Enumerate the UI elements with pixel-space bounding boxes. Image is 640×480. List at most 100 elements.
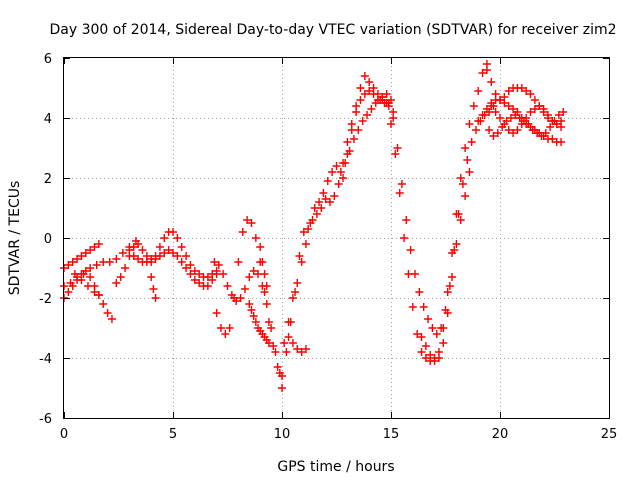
data-point <box>125 246 134 254</box>
data-point <box>173 252 182 260</box>
data-point <box>186 270 195 278</box>
data-point <box>155 252 164 260</box>
data-point <box>384 99 393 107</box>
data-point <box>336 168 345 176</box>
data-point <box>530 96 539 104</box>
data-point <box>260 288 269 296</box>
series-track-4 <box>70 270 103 299</box>
data-point <box>134 240 143 248</box>
plot-frame <box>63 57 610 419</box>
data-point <box>352 102 361 110</box>
series-track-14 <box>284 333 310 356</box>
data-point <box>293 279 302 287</box>
data-point <box>426 351 435 359</box>
series-track-12 <box>278 87 395 380</box>
data-point <box>509 129 518 137</box>
data-point <box>513 126 522 134</box>
data-point <box>408 303 417 311</box>
series-track-1 <box>60 240 103 272</box>
data-point <box>245 300 254 308</box>
data-point <box>548 117 557 125</box>
data-point <box>177 258 186 266</box>
data-point <box>129 252 138 260</box>
data-point <box>369 84 378 92</box>
data-point <box>81 249 90 257</box>
data-point <box>160 234 169 242</box>
data-point <box>247 219 256 227</box>
data-point <box>413 330 422 338</box>
data-point <box>304 225 313 233</box>
data-point <box>103 309 112 317</box>
data-point <box>260 270 269 278</box>
data-point <box>221 330 230 338</box>
data-point <box>262 282 271 290</box>
data-point <box>94 240 103 248</box>
data-point <box>430 357 439 365</box>
data-point <box>389 114 398 122</box>
x-axis-label: GPS time / hours <box>277 459 394 475</box>
data-point <box>358 117 367 125</box>
data-point <box>160 249 169 257</box>
data-point <box>482 66 491 74</box>
data-point <box>77 276 86 284</box>
data-point <box>417 333 426 341</box>
data-point <box>64 261 73 269</box>
data-point <box>70 270 79 278</box>
data-point <box>299 228 308 236</box>
series-track-7 <box>147 273 160 302</box>
data-point <box>92 261 101 269</box>
data-point <box>517 84 526 92</box>
data-point <box>373 90 382 98</box>
data-point <box>219 270 228 278</box>
data-point <box>269 342 278 350</box>
data-point <box>365 78 374 86</box>
data-point <box>68 258 77 266</box>
data-point <box>195 270 204 278</box>
data-point <box>443 309 452 317</box>
data-point <box>382 90 391 98</box>
data-point <box>203 282 212 290</box>
data-point <box>210 258 219 266</box>
data-point <box>469 102 478 110</box>
data-point <box>223 282 232 290</box>
data-point <box>428 324 437 332</box>
data-point <box>90 243 99 251</box>
data-point <box>454 210 463 218</box>
data-point <box>546 123 555 131</box>
tick-marks <box>64 58 610 419</box>
data-point <box>421 354 430 362</box>
data-point <box>86 264 95 272</box>
data-point <box>504 102 513 110</box>
data-point <box>400 234 409 242</box>
data-point <box>557 138 566 146</box>
data-point <box>216 324 225 332</box>
data-point <box>472 126 481 134</box>
data-point <box>406 246 415 254</box>
data-point <box>543 111 552 119</box>
data-point <box>151 255 160 263</box>
data-point <box>190 276 199 284</box>
data-point <box>391 150 400 158</box>
data-point <box>297 258 306 266</box>
data-point <box>301 345 310 353</box>
data-point <box>306 219 315 227</box>
data-point <box>288 294 297 302</box>
series-track-2 <box>60 267 116 323</box>
data-point <box>450 246 459 254</box>
x-tick-label: 5 <box>169 427 177 442</box>
series-track-13 <box>280 96 398 347</box>
data-point <box>506 114 515 122</box>
data-point <box>496 114 504 122</box>
x-tick-labels: 0 5 10 15 20 25 <box>60 427 617 442</box>
data-point <box>195 279 204 287</box>
data-point <box>262 300 271 308</box>
x-tick-label: 15 <box>383 427 400 442</box>
data-point <box>461 192 470 200</box>
data-point <box>424 315 433 323</box>
data-point <box>284 333 293 341</box>
data-point <box>278 372 286 380</box>
data-point <box>325 198 334 206</box>
data-point <box>225 324 234 332</box>
data-point <box>432 330 441 338</box>
data-point <box>64 288 73 296</box>
